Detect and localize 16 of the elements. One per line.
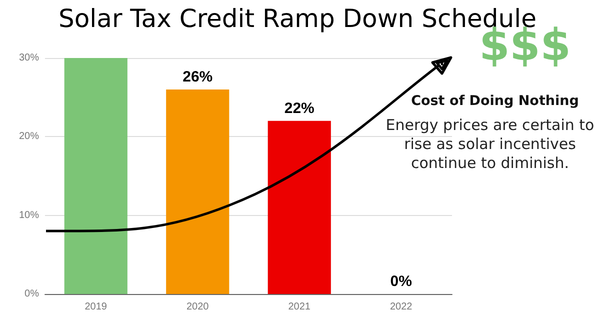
bar	[268, 120, 331, 294]
data-label: 0%	[390, 273, 412, 290]
y-tick-label: 0%	[24, 288, 40, 300]
y-tick-label: 30%	[18, 52, 40, 64]
x-tick-label: 2021	[288, 302, 311, 312]
x-tick-label: 2022	[390, 302, 413, 312]
data-label: 22%	[284, 100, 314, 117]
annotation: Energy prices are certain to rise as solar incentives continue to diminish.	[385, 116, 595, 173]
bar	[64, 58, 128, 294]
x-tick-label: 2020	[186, 302, 210, 312]
y-tick-label: 20%	[18, 131, 40, 142]
x-tick-label: 2019	[84, 302, 108, 312]
annotation: Cost of Doing Nothing	[410, 93, 580, 109]
bar	[166, 89, 230, 294]
y-tick-label: 10%	[18, 210, 40, 221]
data-label: 26%	[182, 68, 213, 86]
